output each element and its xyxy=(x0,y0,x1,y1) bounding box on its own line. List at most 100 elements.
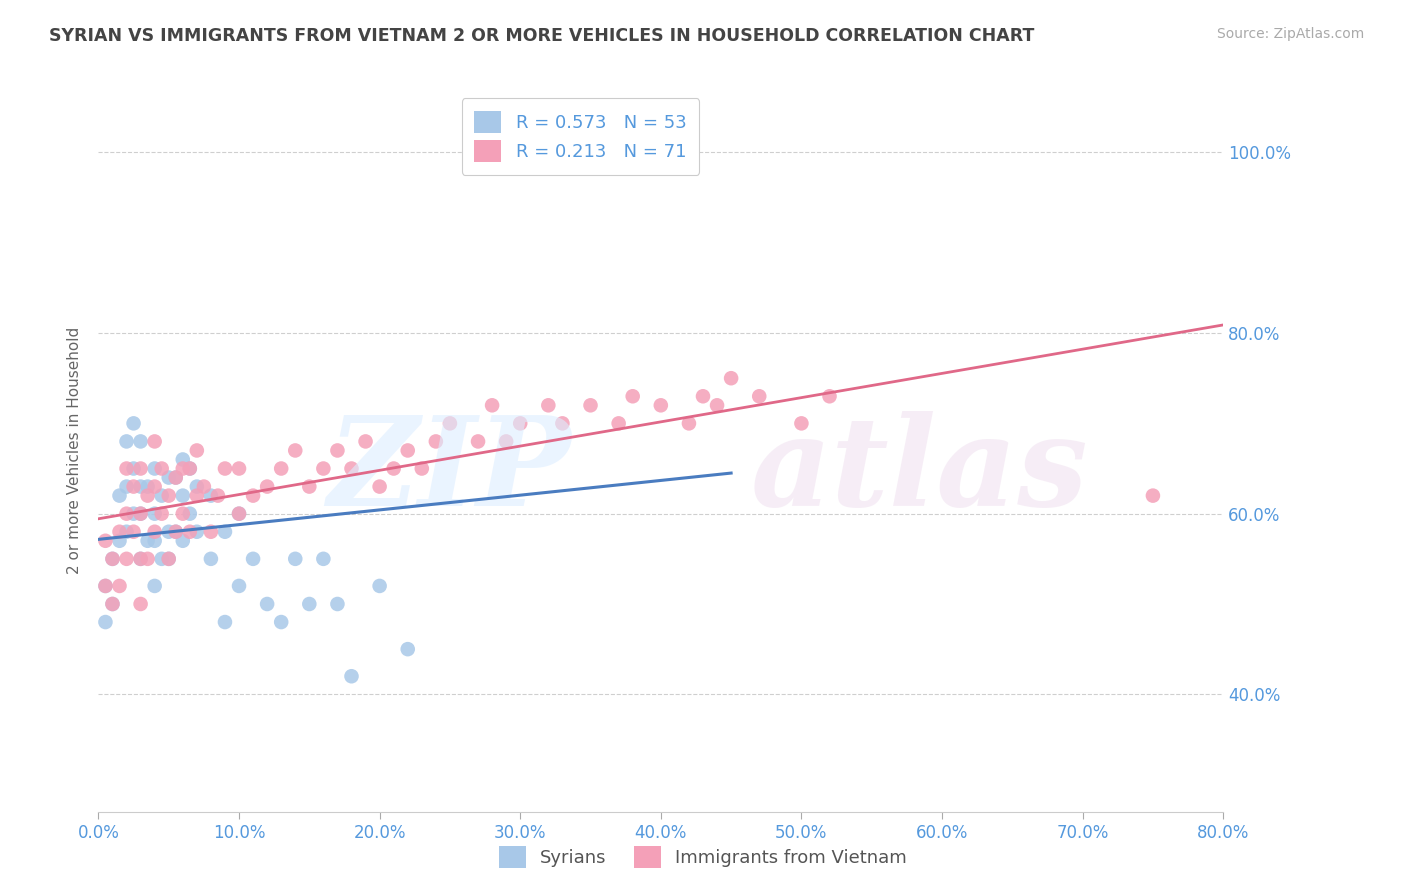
Point xyxy=(396,443,419,458)
Point xyxy=(621,145,644,160)
Point xyxy=(115,461,138,475)
Point xyxy=(650,398,672,412)
Point xyxy=(242,551,264,566)
Point xyxy=(165,524,187,539)
Point xyxy=(551,417,574,431)
Point xyxy=(368,480,391,494)
Point xyxy=(467,434,489,449)
Point xyxy=(143,579,166,593)
Point xyxy=(157,470,180,484)
Point xyxy=(172,461,194,475)
Point xyxy=(312,461,335,475)
Point xyxy=(143,480,166,494)
Point xyxy=(692,389,714,403)
Point xyxy=(143,533,166,548)
Point xyxy=(326,443,349,458)
Point xyxy=(122,417,145,431)
Text: ZIP: ZIP xyxy=(328,411,571,533)
Point xyxy=(129,551,152,566)
Point xyxy=(284,443,307,458)
Text: SYRIAN VS IMMIGRANTS FROM VIETNAM 2 OR MORE VEHICLES IN HOUSEHOLD CORRELATION CH: SYRIAN VS IMMIGRANTS FROM VIETNAM 2 OR M… xyxy=(49,27,1035,45)
Point xyxy=(143,461,166,475)
Point xyxy=(425,434,447,449)
Point xyxy=(509,417,531,431)
Point xyxy=(411,461,433,475)
Point xyxy=(122,480,145,494)
Point xyxy=(172,507,194,521)
Point xyxy=(157,524,180,539)
Point xyxy=(312,551,335,566)
Text: atlas: atlas xyxy=(751,411,1088,533)
Point xyxy=(129,434,152,449)
Point xyxy=(678,417,700,431)
Point xyxy=(382,461,405,475)
Point xyxy=(179,461,201,475)
Point xyxy=(621,389,644,403)
Point xyxy=(108,524,131,539)
Point xyxy=(790,417,813,431)
Point xyxy=(143,524,166,539)
Point xyxy=(108,489,131,503)
Point xyxy=(200,489,222,503)
Point xyxy=(122,524,145,539)
Point xyxy=(172,489,194,503)
Legend: R = 0.573   N = 53, R = 0.213   N = 71: R = 0.573 N = 53, R = 0.213 N = 71 xyxy=(461,98,699,175)
Point xyxy=(136,489,159,503)
Point xyxy=(165,524,187,539)
Point xyxy=(136,551,159,566)
Point xyxy=(179,461,201,475)
Point xyxy=(115,434,138,449)
Point xyxy=(115,507,138,521)
Point xyxy=(101,597,124,611)
Point xyxy=(115,480,138,494)
Point xyxy=(200,524,222,539)
Point xyxy=(179,507,201,521)
Point xyxy=(228,507,250,521)
Point xyxy=(122,461,145,475)
Point xyxy=(354,434,377,449)
Point xyxy=(228,461,250,475)
Point xyxy=(150,507,173,521)
Point xyxy=(537,398,560,412)
Point xyxy=(186,524,208,539)
Point xyxy=(150,489,173,503)
Point xyxy=(706,398,728,412)
Point xyxy=(172,533,194,548)
Point xyxy=(129,480,152,494)
Point xyxy=(368,579,391,593)
Point xyxy=(94,579,117,593)
Point xyxy=(136,533,159,548)
Point xyxy=(298,480,321,494)
Legend: Syrians, Immigrants from Vietnam: Syrians, Immigrants from Vietnam xyxy=(488,835,918,879)
Point xyxy=(157,551,180,566)
Y-axis label: 2 or more Vehicles in Household: 2 or more Vehicles in Household xyxy=(67,326,83,574)
Point xyxy=(720,371,742,385)
Point xyxy=(200,551,222,566)
Point xyxy=(157,551,180,566)
Point xyxy=(270,461,292,475)
Point xyxy=(228,507,250,521)
Point xyxy=(326,597,349,611)
Point xyxy=(340,669,363,683)
Point xyxy=(129,461,152,475)
Text: Source: ZipAtlas.com: Source: ZipAtlas.com xyxy=(1216,27,1364,41)
Point xyxy=(101,551,124,566)
Point xyxy=(340,461,363,475)
Point xyxy=(298,597,321,611)
Point xyxy=(94,533,117,548)
Point xyxy=(115,551,138,566)
Point xyxy=(228,579,250,593)
Point xyxy=(172,452,194,467)
Point xyxy=(748,389,770,403)
Point xyxy=(150,461,173,475)
Point xyxy=(207,489,229,503)
Point xyxy=(143,507,166,521)
Point xyxy=(143,434,166,449)
Point xyxy=(94,579,117,593)
Point xyxy=(129,597,152,611)
Point xyxy=(108,533,131,548)
Point xyxy=(179,524,201,539)
Point xyxy=(115,524,138,539)
Point xyxy=(396,642,419,657)
Point xyxy=(129,551,152,566)
